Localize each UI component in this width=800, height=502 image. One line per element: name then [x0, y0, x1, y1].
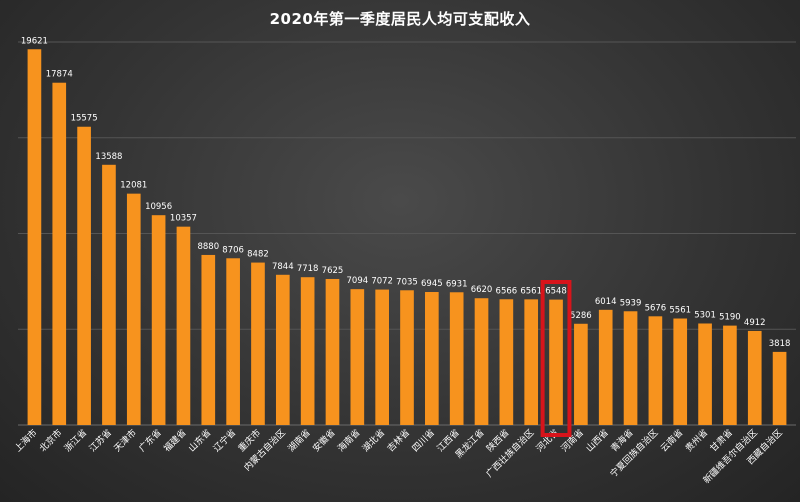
category-label: 河南省	[558, 427, 586, 455]
bar	[151, 215, 166, 425]
value-label: 5676	[645, 303, 667, 313]
value-label: 8706	[222, 245, 244, 255]
value-label: 8880	[197, 242, 219, 252]
bar	[723, 325, 737, 425]
bar	[673, 318, 688, 425]
bar	[176, 226, 191, 425]
value-label: 7625	[322, 266, 344, 276]
category-label: 广东省	[136, 427, 164, 455]
bar	[226, 258, 240, 425]
bar	[52, 82, 67, 426]
bar	[201, 254, 216, 425]
category-label: 海南省	[335, 427, 363, 455]
category-label: 天津市	[111, 427, 139, 455]
bar	[275, 274, 290, 425]
category-label: 湖北省	[360, 427, 388, 455]
value-label: 6931	[446, 279, 468, 289]
value-label: 6548	[545, 287, 567, 297]
value-label: 7718	[297, 264, 319, 274]
value-label: 17874	[46, 70, 73, 80]
value-label: 13588	[95, 152, 122, 162]
bar	[251, 262, 265, 425]
value-label: 5190	[719, 313, 741, 323]
category-label: 云南省	[658, 427, 686, 455]
bar	[747, 330, 762, 425]
value-label: 19621	[21, 36, 48, 46]
value-label: 7035	[396, 277, 418, 287]
category-label: 内蒙古自治区	[241, 427, 288, 474]
bar	[698, 323, 712, 425]
value-label: 6620	[471, 285, 493, 295]
category-label: 山西省	[583, 427, 611, 455]
value-label: 7844	[272, 262, 294, 272]
bar	[449, 292, 464, 425]
bar	[474, 298, 489, 425]
category-label: 安徽省	[310, 427, 338, 455]
value-label: 5301	[694, 310, 716, 320]
bar	[350, 289, 365, 425]
value-label: 6014	[595, 297, 617, 307]
value-label: 5286	[570, 311, 592, 321]
bar	[524, 299, 539, 425]
value-label: 6561	[520, 286, 542, 296]
bar	[325, 278, 340, 425]
bar	[102, 164, 116, 425]
chart-title: 2020年第一季度居民人均可支配收入	[269, 10, 531, 28]
bar	[648, 316, 663, 425]
category-label: 山东省	[186, 427, 214, 455]
value-label: 7072	[371, 277, 393, 287]
bar	[27, 49, 42, 426]
category-label: 吉林省	[385, 427, 413, 455]
bar	[598, 309, 613, 425]
bar	[375, 289, 389, 425]
highlight-box	[540, 280, 572, 437]
category-label: 湖南省	[285, 427, 313, 455]
value-label: 3818	[769, 339, 791, 349]
bar	[574, 323, 588, 425]
bar	[400, 290, 414, 425]
bar	[126, 193, 141, 425]
category-label: 贵州省	[683, 427, 711, 455]
value-label: 6566	[496, 286, 518, 296]
value-label: 10956	[145, 202, 172, 212]
category-label: 上海市	[12, 427, 40, 455]
category-label: 河北省	[534, 427, 562, 455]
value-label: 12081	[120, 181, 147, 191]
value-label: 15575	[71, 114, 98, 124]
bar	[623, 311, 638, 425]
bar	[425, 292, 439, 425]
bar	[499, 299, 514, 425]
bar	[549, 299, 563, 425]
bar	[77, 126, 91, 426]
value-label: 6945	[421, 279, 443, 289]
highlight-layer	[540, 280, 572, 437]
category-label: 北京市	[37, 427, 65, 455]
bar	[772, 351, 787, 425]
category-label: 浙江省	[62, 427, 90, 455]
category-labels: 上海市北京市浙江省江苏省天津市广东省福建省山东省辽宁省重庆市内蒙古自治区湖南省安…	[12, 427, 785, 486]
value-label: 8482	[247, 250, 269, 260]
value-label: 4912	[744, 318, 766, 328]
value-label: 7094	[347, 276, 369, 286]
category-label: 福建省	[161, 427, 189, 455]
value-label: 5561	[669, 306, 691, 316]
category-label: 江苏省	[86, 427, 114, 455]
category-label: 四川省	[409, 427, 437, 455]
value-label: 10357	[170, 214, 197, 224]
category-label: 辽宁省	[211, 427, 239, 455]
bar	[300, 277, 315, 425]
bars	[27, 49, 787, 426]
value-label: 5939	[620, 298, 642, 308]
